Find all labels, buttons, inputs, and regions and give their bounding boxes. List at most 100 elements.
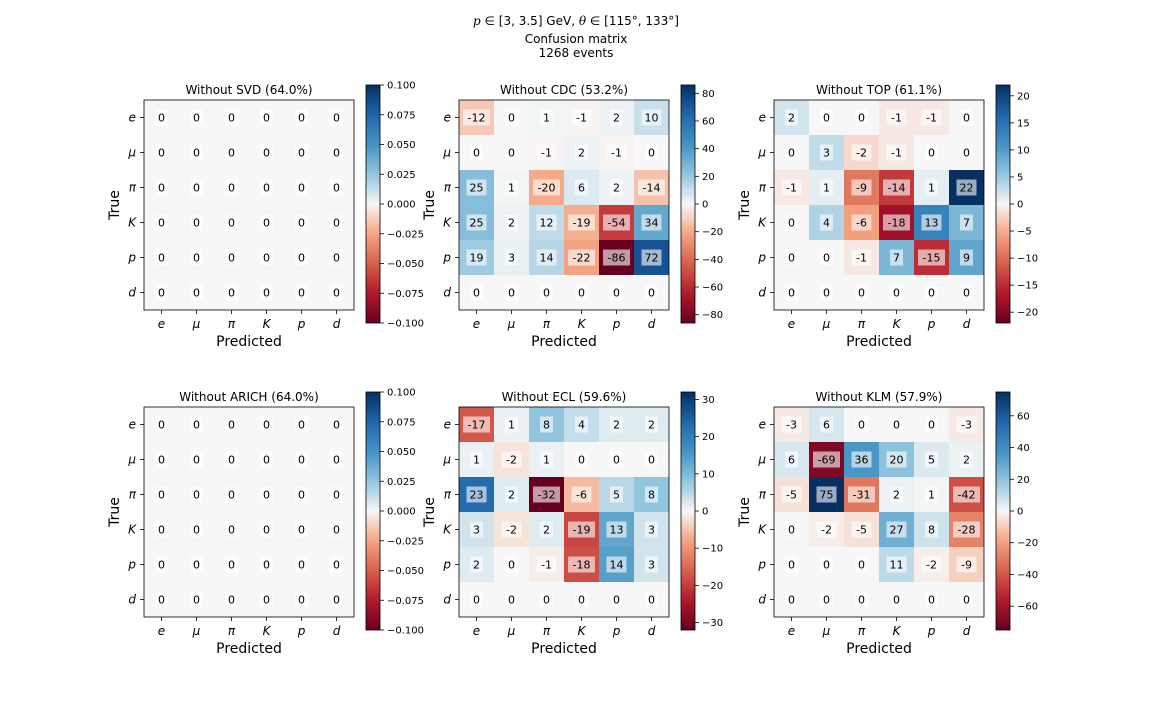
cell-label-box	[260, 486, 273, 503]
cell-value-label: 14	[610, 559, 624, 572]
cell-label-box	[225, 416, 238, 433]
cell-label-box	[155, 521, 168, 538]
y-tick-label: p	[757, 558, 766, 572]
cell-value-label: 0	[193, 112, 200, 125]
x-tick-label: e	[473, 317, 480, 331]
cell-value-label: 0	[228, 217, 235, 230]
cell-value-label: 0	[298, 489, 305, 502]
cell-label-box	[536, 556, 557, 573]
cell-value-label: 0	[298, 419, 305, 432]
y-tick-label: π	[129, 181, 137, 195]
cell-value-label: 2	[963, 454, 970, 467]
cell-value-label: -1	[576, 112, 587, 125]
cell-value-label: 0	[333, 112, 340, 125]
cell-value-label: 0	[333, 559, 340, 572]
cell-label-box	[925, 144, 938, 161]
cell-label-box	[155, 416, 168, 433]
cell-label-box	[155, 214, 168, 231]
cell-value-label: 7	[963, 217, 970, 230]
x-tick-label: μ	[507, 624, 516, 638]
cell-label-box	[606, 144, 627, 161]
cell-value-label: -2	[856, 147, 867, 160]
figure-suptitle: p ∈ [3, 3.5] GeV, θ ∈ [115°, 133°]	[0, 14, 1152, 28]
colorbar-tick-label: 0.075	[387, 417, 416, 428]
cell-label-box	[606, 521, 627, 538]
y-tick-label: K	[128, 523, 137, 537]
cell-label-box	[536, 214, 557, 231]
colorbar-tick-label: −60	[702, 283, 723, 294]
x-tick-label: e	[788, 317, 795, 331]
cell-label-box	[785, 144, 798, 161]
cell-value-label: 0	[823, 287, 830, 300]
x-tick-label: p	[297, 317, 306, 331]
colorbar-tick-label: −10	[1017, 254, 1038, 265]
x-tick-label: d	[963, 624, 971, 638]
x-tick-label: μ	[192, 624, 201, 638]
cell-label-box	[851, 179, 872, 196]
cell-label-box	[330, 591, 343, 608]
cell-label-box	[890, 249, 903, 266]
x-tick-label: K	[263, 624, 272, 638]
cell-label-box	[505, 214, 518, 231]
y-tick-label: μ	[757, 146, 766, 160]
cell-label-box	[921, 214, 942, 231]
cell-label-box	[820, 214, 833, 231]
cell-label-box	[260, 109, 273, 126]
cell-label-box	[155, 249, 168, 266]
cell-value-label: 2	[613, 419, 620, 432]
x-tick-label: K	[263, 317, 272, 331]
cell-value-label: 0	[788, 594, 795, 607]
cell-label-box	[568, 214, 595, 231]
colorbar-tick-label: 30	[702, 395, 715, 406]
cell-value-label: 0	[228, 454, 235, 467]
heatmap-panel-6: -3 6 0 0 0 -36 -69 36 20 5 2-5 75 -31 2 1 -420 -2 -5 27 8 -2…	[737, 390, 1038, 657]
cell-label-box	[225, 249, 238, 266]
y-tick-label: μ	[127, 146, 136, 160]
cell-label-box	[956, 556, 977, 573]
colorbar-tick-label: −15	[1017, 281, 1038, 292]
x-tick-label: π	[543, 317, 551, 331]
cell-value-label: 0	[228, 287, 235, 300]
cell-label-box	[960, 214, 973, 231]
cell-value-label: 3	[473, 524, 480, 537]
cell-label-box	[533, 486, 560, 503]
cell-label-box	[851, 451, 872, 468]
cell-value-label: 3	[648, 559, 655, 572]
cell-value-label: 0	[228, 524, 235, 537]
cell-value-label: -19	[573, 217, 591, 230]
cell-label-box	[960, 451, 973, 468]
y-tick-label: μ	[442, 146, 451, 160]
cell-value-label: -22	[573, 252, 591, 265]
cell-value-label: 4	[578, 419, 585, 432]
colorbar-tick-label: 20	[702, 172, 715, 183]
cell-value-label: 0	[333, 217, 340, 230]
cell-value-label: 13	[610, 524, 624, 537]
cell-label-box	[225, 486, 238, 503]
cell-label-box	[470, 144, 483, 161]
colorbar-tick-label: −5	[1017, 227, 1032, 238]
cell-label-box	[638, 179, 665, 196]
cell-value-label: 1	[543, 112, 550, 125]
cell-label-box	[190, 416, 203, 433]
cell-value-label: 13	[925, 217, 939, 230]
cell-value-label: -9	[961, 559, 972, 572]
cell-value-label: 0	[158, 112, 165, 125]
y-tick-label: p	[127, 558, 136, 572]
cell-label-box	[610, 416, 623, 433]
colorbar-tick-label: 0.025	[387, 477, 416, 488]
cell-value-label: 0	[858, 419, 865, 432]
cell-value-label: 0	[333, 287, 340, 300]
cell-label-box	[855, 284, 868, 301]
y-tick-label: μ	[442, 453, 451, 467]
cell-label-box	[225, 591, 238, 608]
x-tick-label: p	[927, 624, 936, 638]
cell-value-label: 34	[645, 217, 659, 230]
cell-label-box	[960, 591, 973, 608]
cell-value-label: 25	[470, 217, 484, 230]
cell-value-label: 22	[960, 182, 974, 195]
cell-label-box	[785, 214, 798, 231]
cell-label-box	[155, 109, 168, 126]
cell-label-box	[571, 109, 592, 126]
cell-value-label: -1	[611, 147, 622, 160]
